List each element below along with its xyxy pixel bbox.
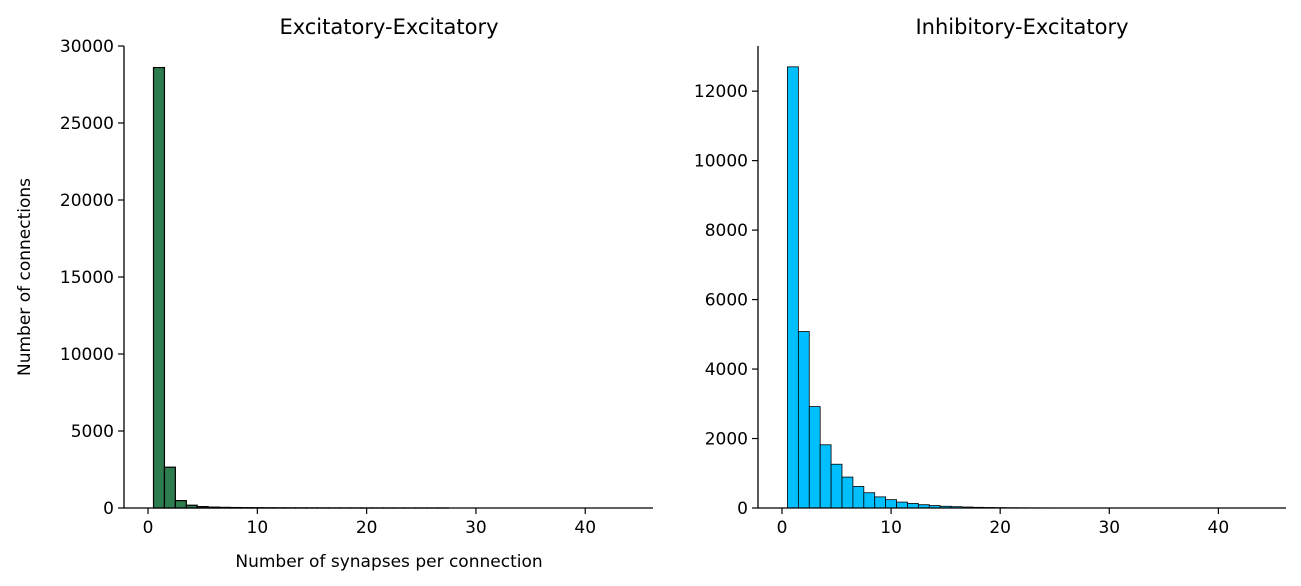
histogram-bar [163, 466, 176, 509]
x-tick-label: 40 [1208, 518, 1230, 538]
x-tick-label: 20 [356, 518, 378, 538]
histogram-bar [863, 492, 876, 509]
histogram-bar [852, 486, 865, 509]
chart-title: Excitatory-Excitatory [279, 15, 498, 39]
y-tick-label: 5000 [71, 422, 114, 442]
x-axis-label: Number of synapses per connection [235, 552, 542, 572]
histogram-bar [885, 499, 897, 509]
y-ticks: 0 5000 10000 15000 20000 25000 30000 [60, 37, 124, 519]
histogram-bar [874, 496, 887, 509]
x-tick-label: 0 [777, 518, 788, 538]
y-tick-label: 10000 [60, 345, 114, 365]
panel-inhibitory-excitatory: Inhibitory-Excitatory 0 10 20 30 40 0 2000 400… [694, 15, 1286, 538]
histogram-bar [787, 66, 799, 509]
histogram-bar [819, 444, 832, 509]
x-ticks: 0 10 20 30 40 [143, 508, 596, 538]
histogram-bar [174, 500, 187, 509]
histogram-bar [830, 463, 843, 509]
y-tick-label: 8000 [705, 221, 748, 241]
histogram-bar [797, 331, 810, 509]
x-tick-label: 30 [1098, 518, 1120, 538]
x-tick-label: 10 [247, 518, 269, 538]
y-tick-label: 4000 [705, 360, 748, 380]
x-tick-label: 10 [880, 518, 902, 538]
histogram-bar [841, 476, 854, 509]
y-tick-label: 20000 [60, 191, 114, 211]
x-tick-label: 30 [465, 518, 487, 538]
y-tick-label: 30000 [60, 37, 114, 57]
y-tick-label: 2000 [705, 430, 748, 450]
x-tick-label: 0 [143, 518, 154, 538]
panel-excitatory-excitatory: Excitatory-Excitatory 0 10 20 30 40 0 5000 100… [15, 15, 653, 572]
x-ticks: 0 10 20 30 40 [777, 508, 1230, 538]
bar-group [152, 66, 450, 509]
y-tick-label: 12000 [694, 82, 748, 102]
y-tick-label: 15000 [60, 268, 114, 288]
y-ticks: 0 2000 4000 6000 8000 10000 12000 [694, 82, 758, 519]
histogram-bar [907, 503, 919, 509]
y-tick-label: 25000 [60, 114, 114, 134]
chart-title: Inhibitory-Excitatory [915, 15, 1128, 39]
histogram-bar [152, 66, 166, 509]
histogram-bar [808, 406, 821, 509]
y-tick-label: 10000 [694, 152, 748, 172]
x-tick-label: 40 [574, 518, 596, 538]
histogram-bar [896, 501, 908, 509]
y-tick-label: 0 [103, 499, 114, 519]
y-tick-label: 0 [737, 499, 748, 519]
x-tick-label: 20 [989, 518, 1011, 538]
y-tick-label: 6000 [705, 291, 748, 311]
y-axis-label: Number of connections [15, 178, 35, 376]
bar-group [787, 66, 1137, 509]
